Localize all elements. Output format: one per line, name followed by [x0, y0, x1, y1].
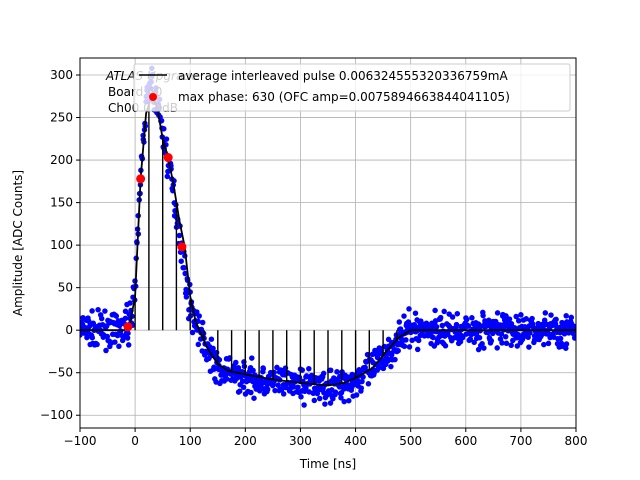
max-phase-point [123, 322, 133, 332]
plot-frame [79, 57, 577, 429]
y-tick-label: 250 [50, 111, 73, 125]
plot-area [80, 65, 576, 408]
x-tick-label: 100 [179, 434, 202, 448]
x-tick-label: 500 [399, 434, 422, 448]
x-tick-label: 0 [131, 434, 139, 448]
x-axis-label: Time [ns] [299, 457, 356, 471]
x-tick-label: 600 [454, 434, 477, 448]
legend-box [133, 63, 571, 112]
average-pulse-spikes [134, 104, 398, 386]
x-tick-label: 200 [234, 434, 257, 448]
axes-ticks: −100 0 100 200 300 400 500 600 700 800 −100 −50 0 50 1… [40, 68, 587, 448]
x-tick-label: 700 [509, 434, 532, 448]
y-axis-label: Amplitude [ADC Counts] [11, 170, 25, 316]
x-tick-label: 300 [289, 434, 312, 448]
legend-dot-marker [149, 93, 157, 101]
max-phase-point [177, 242, 187, 252]
y-tick-label: −50 [48, 366, 73, 380]
max-phase-point [136, 174, 146, 184]
max-phase-point [163, 153, 173, 163]
average-pulse-line [80, 93, 576, 387]
legend: average interleaved pulse 0.006324555320… [133, 63, 571, 112]
x-tick-label: 400 [344, 434, 367, 448]
y-tick-label: 50 [58, 281, 73, 295]
x-tick-label: −100 [64, 434, 97, 448]
y-tick-label: −100 [40, 408, 73, 422]
y-tick-label: 0 [65, 323, 73, 337]
y-tick-label: 100 [50, 238, 73, 252]
y-tick-label: 200 [50, 153, 73, 167]
y-tick-label: 300 [50, 68, 73, 82]
x-tick-label: 800 [565, 434, 588, 448]
legend-entry-average-pulse: average interleaved pulse 0.006324555320… [178, 69, 508, 83]
y-tick-label: 150 [50, 196, 73, 210]
legend-entry-max-phase: max phase: 630 (OFC amp=0.00758946638440… [178, 90, 510, 104]
